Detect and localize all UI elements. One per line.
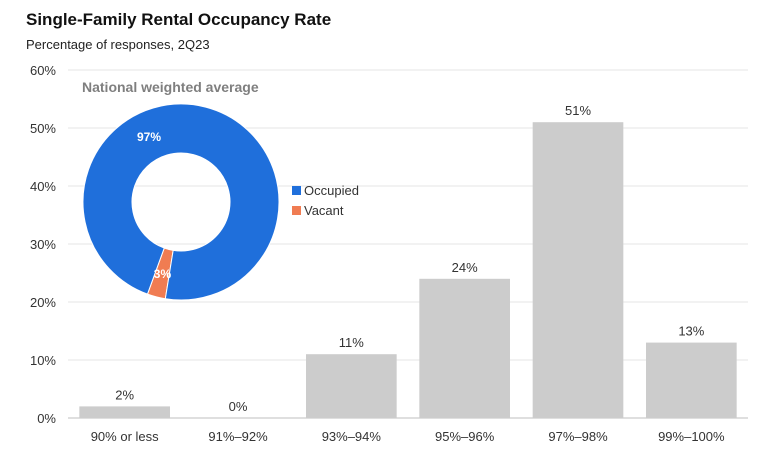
donut-chart: 3% 97% xyxy=(82,103,280,301)
bar-data-label: 51% xyxy=(565,103,591,118)
y-tick-label: 20% xyxy=(30,295,56,310)
bar-data-label: 0% xyxy=(229,399,248,414)
legend-swatch xyxy=(292,206,301,215)
bar-data-label: 13% xyxy=(678,324,704,339)
legend-label: Vacant xyxy=(304,203,344,218)
bar-data-label: 11% xyxy=(339,335,364,350)
donut-title: National weighted average xyxy=(82,79,259,95)
x-tick-label: 91%–92% xyxy=(208,429,268,444)
chart-title: Single-Family Rental Occupancy Rate xyxy=(26,10,332,29)
bar xyxy=(79,406,170,418)
bar-data-label: 24% xyxy=(452,260,478,275)
x-tick-label: 90% or less xyxy=(91,429,159,444)
y-tick-label: 40% xyxy=(30,179,56,194)
x-tick-label: 93%–94% xyxy=(322,429,382,444)
x-tick-label: 95%–96% xyxy=(435,429,495,444)
chart-subtitle: Percentage of responses, 2Q23 xyxy=(26,37,210,52)
donut-label-vacant: 3% xyxy=(154,267,172,281)
bar-series: 2% 0% 11% 24% 51% 13% xyxy=(79,103,737,418)
y-tick-label: 30% xyxy=(30,237,56,252)
y-tick-label: 50% xyxy=(30,121,56,136)
donut-label-occupied: 97% xyxy=(137,130,161,144)
y-tick-label: 10% xyxy=(30,353,56,368)
donut-legend: Occupied Vacant xyxy=(292,183,359,218)
bar-data-label: 2% xyxy=(115,387,134,402)
legend-label: Occupied xyxy=(304,183,359,198)
x-tick-label: 99%–100% xyxy=(658,429,725,444)
legend-swatch xyxy=(292,186,301,195)
bar xyxy=(419,278,510,418)
y-tick-label: 0% xyxy=(37,411,56,426)
bar xyxy=(532,122,624,418)
bar xyxy=(306,354,397,418)
donut-slice-occupied xyxy=(82,103,280,301)
y-axis-ticks: 0% 10% 20% 30% 40% 50% 60% xyxy=(30,63,56,426)
x-axis-ticks: 90% or less 91%–92% 93%–94% 95%–96% 97%–98% 9… xyxy=(91,429,725,444)
bar xyxy=(646,342,737,418)
y-tick-label: 60% xyxy=(30,63,56,78)
x-tick-label: 97%–98% xyxy=(548,429,608,444)
